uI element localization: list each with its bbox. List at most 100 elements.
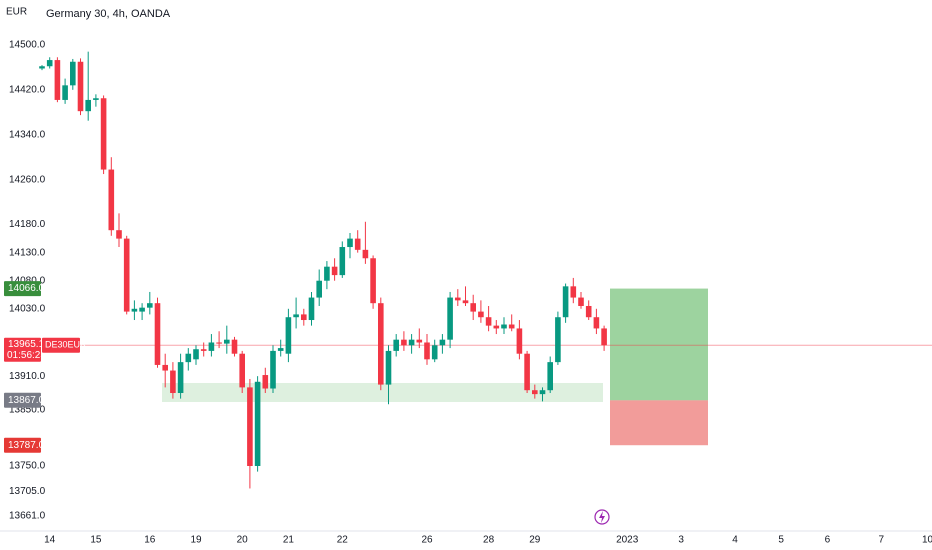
candle-body (508, 324, 515, 329)
y-tick-label: 13705.0 (9, 486, 46, 497)
candle-body (593, 317, 600, 329)
candle-body (231, 339, 238, 354)
y-tick-label: 14180.0 (9, 219, 46, 230)
candle-body (139, 307, 145, 312)
candle-body (85, 99, 91, 112)
candle-body (62, 85, 68, 100)
candle-body (370, 258, 376, 304)
candle-body (170, 370, 176, 394)
take-profit-box (610, 288, 708, 401)
candle-body (470, 303, 476, 312)
x-tick-label: 21 (283, 535, 295, 546)
candle-body (501, 324, 507, 329)
x-tick-label: 26 (421, 535, 433, 546)
candle-body (154, 303, 161, 365)
currency-label: EUR (6, 7, 27, 18)
y-tick-label: 14030.0 (9, 303, 46, 314)
last-price-badge-bg (4, 337, 41, 362)
candle-body (270, 350, 276, 389)
entry-badge-bg (4, 392, 41, 408)
candle-body (93, 98, 99, 100)
candle-body (193, 349, 199, 360)
candle-body (77, 61, 84, 112)
candle-body (316, 280, 322, 298)
symbol-badge-text: DE30EUR (45, 340, 87, 350)
candle-body (239, 353, 245, 388)
candle-body (401, 339, 407, 346)
x-tick-label: 19 (190, 535, 202, 546)
x-tick-label: 7 (879, 535, 885, 546)
candle-body (354, 238, 361, 250)
alert-bolt[interactable] (599, 511, 605, 523)
countdown-text: 01:56:23 (7, 350, 46, 361)
candle-body (247, 387, 253, 466)
y-tick-label: 13910.0 (9, 371, 46, 382)
x-tick-label: 20 (237, 535, 249, 546)
candle-body (447, 297, 453, 340)
symbol-badge-bg (42, 337, 80, 353)
y-tick-label: 14500.0 (9, 40, 46, 51)
candle-body (200, 349, 207, 351)
candle-body (347, 238, 353, 248)
candle-body (516, 328, 523, 354)
candle-body (324, 266, 330, 281)
candle-body (185, 353, 192, 363)
entry-badge-text: 13867.0 (8, 395, 45, 406)
candle-body (570, 286, 577, 298)
x-tick-label: 22 (337, 535, 349, 546)
candle-body (385, 350, 392, 385)
stop-loss-box (610, 400, 708, 446)
candle-body (262, 375, 269, 389)
y-tick-label: 13661.0 (9, 511, 46, 522)
candle-body (147, 303, 153, 308)
candle-body (408, 339, 415, 346)
x-tick-label: 5 (778, 535, 784, 546)
candle-body (493, 325, 500, 329)
candle-body (162, 364, 168, 371)
alert-icon[interactable] (594, 509, 610, 525)
candle-body (362, 249, 369, 259)
x-tick-label: 4 (732, 535, 738, 546)
candle-body (208, 342, 215, 351)
x-tick-label: 16 (144, 535, 156, 546)
x-tick-label: 3 (678, 535, 684, 546)
candle-body (532, 390, 538, 395)
candle-body (547, 362, 553, 391)
candle-body (285, 317, 292, 354)
target-badge-text: 14066.0 (8, 283, 45, 294)
candle-body (70, 61, 76, 86)
candle-body (416, 339, 423, 343)
candle-body (216, 342, 222, 344)
candle-body (308, 297, 315, 321)
x-tick-label: 15 (90, 535, 102, 546)
candle-body (393, 339, 399, 351)
candle-body (116, 230, 122, 239)
candle-body (578, 297, 584, 306)
y-tick-label: 13750.0 (9, 461, 46, 472)
y-tick-label: 14340.0 (9, 129, 46, 140)
x-tick-label: 29 (529, 535, 541, 546)
candle-body (100, 98, 107, 170)
candle-body (301, 314, 307, 321)
candle-body (455, 297, 461, 301)
candle-body (424, 342, 430, 360)
candle-body (177, 362, 184, 394)
candle-body (224, 339, 230, 344)
y-tick-label: 14130.0 (9, 247, 46, 258)
candle-body (431, 345, 438, 360)
candle-body (46, 60, 53, 67)
candle-body (478, 311, 484, 318)
stop-badge-text: 13787.0 (8, 440, 45, 451)
candle-body (555, 317, 561, 363)
candle-body (462, 300, 469, 304)
candle-body (601, 328, 607, 346)
x-tick-label: 14 (44, 535, 56, 546)
candle-body (524, 353, 530, 391)
y-tick-label: 13850.0 (9, 404, 46, 415)
stop-badge-bg (4, 437, 41, 453)
candle-body (39, 66, 45, 69)
x-tick-label: 10 (922, 535, 932, 546)
candle-body (131, 308, 138, 312)
